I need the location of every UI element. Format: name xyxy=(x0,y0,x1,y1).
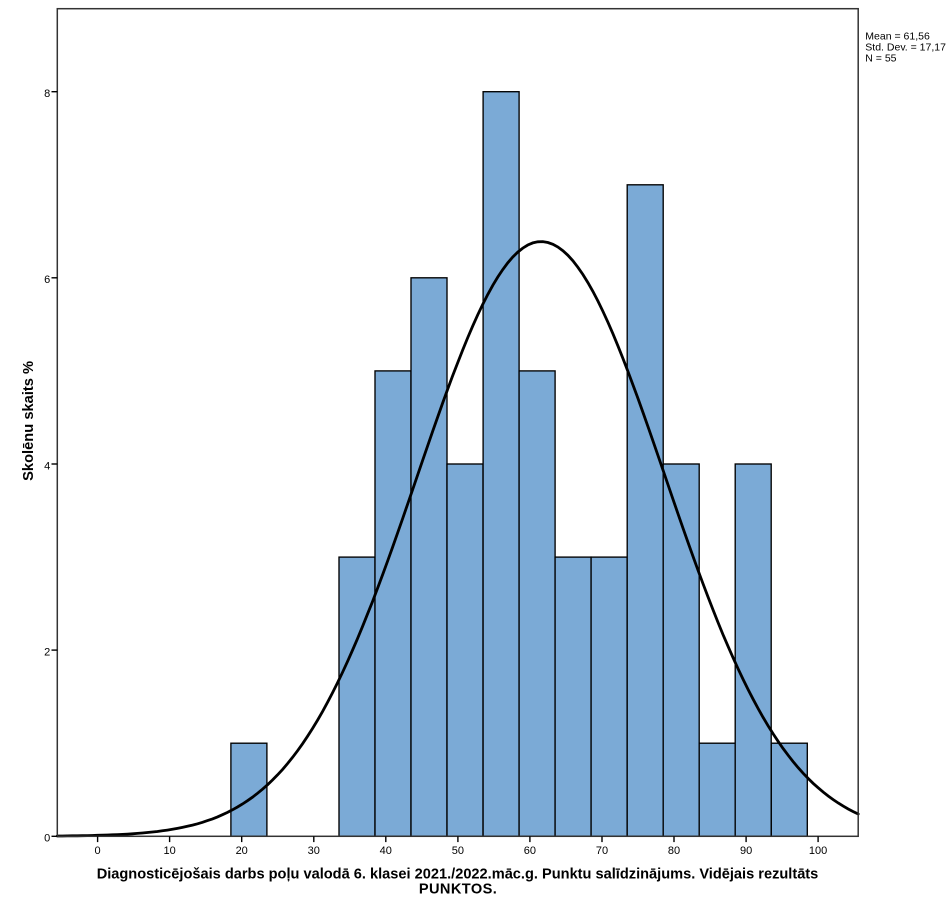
svg-text:40: 40 xyxy=(380,845,392,857)
svg-text:Std. Dev. = 17,17: Std. Dev. = 17,17 xyxy=(865,42,946,54)
svg-text:2: 2 xyxy=(44,646,50,658)
svg-text:4: 4 xyxy=(44,460,50,472)
svg-text:Skolēnu skaits %: Skolēnu skaits % xyxy=(21,361,37,481)
svg-text:N = 55: N = 55 xyxy=(865,52,896,64)
svg-text:30: 30 xyxy=(308,845,320,857)
svg-text:70: 70 xyxy=(596,845,608,857)
svg-text:20: 20 xyxy=(236,845,248,857)
svg-text:50: 50 xyxy=(452,845,464,857)
svg-text:6: 6 xyxy=(44,274,50,286)
svg-text:PUNKTOS.: PUNKTOS. xyxy=(419,882,497,898)
svg-text:0: 0 xyxy=(95,845,101,857)
svg-text:100: 100 xyxy=(809,845,827,857)
svg-text:80: 80 xyxy=(668,845,680,857)
svg-text:0: 0 xyxy=(44,833,50,845)
svg-text:Mean = 61,56: Mean = 61,56 xyxy=(865,31,930,43)
svg-text:60: 60 xyxy=(524,845,536,857)
svg-text:Diagnosticējošais darbs poļu v: Diagnosticējošais darbs poļu valodā 6. k… xyxy=(97,867,819,883)
svg-text:10: 10 xyxy=(163,845,175,857)
svg-text:90: 90 xyxy=(740,845,752,857)
svg-text:8: 8 xyxy=(44,88,50,100)
